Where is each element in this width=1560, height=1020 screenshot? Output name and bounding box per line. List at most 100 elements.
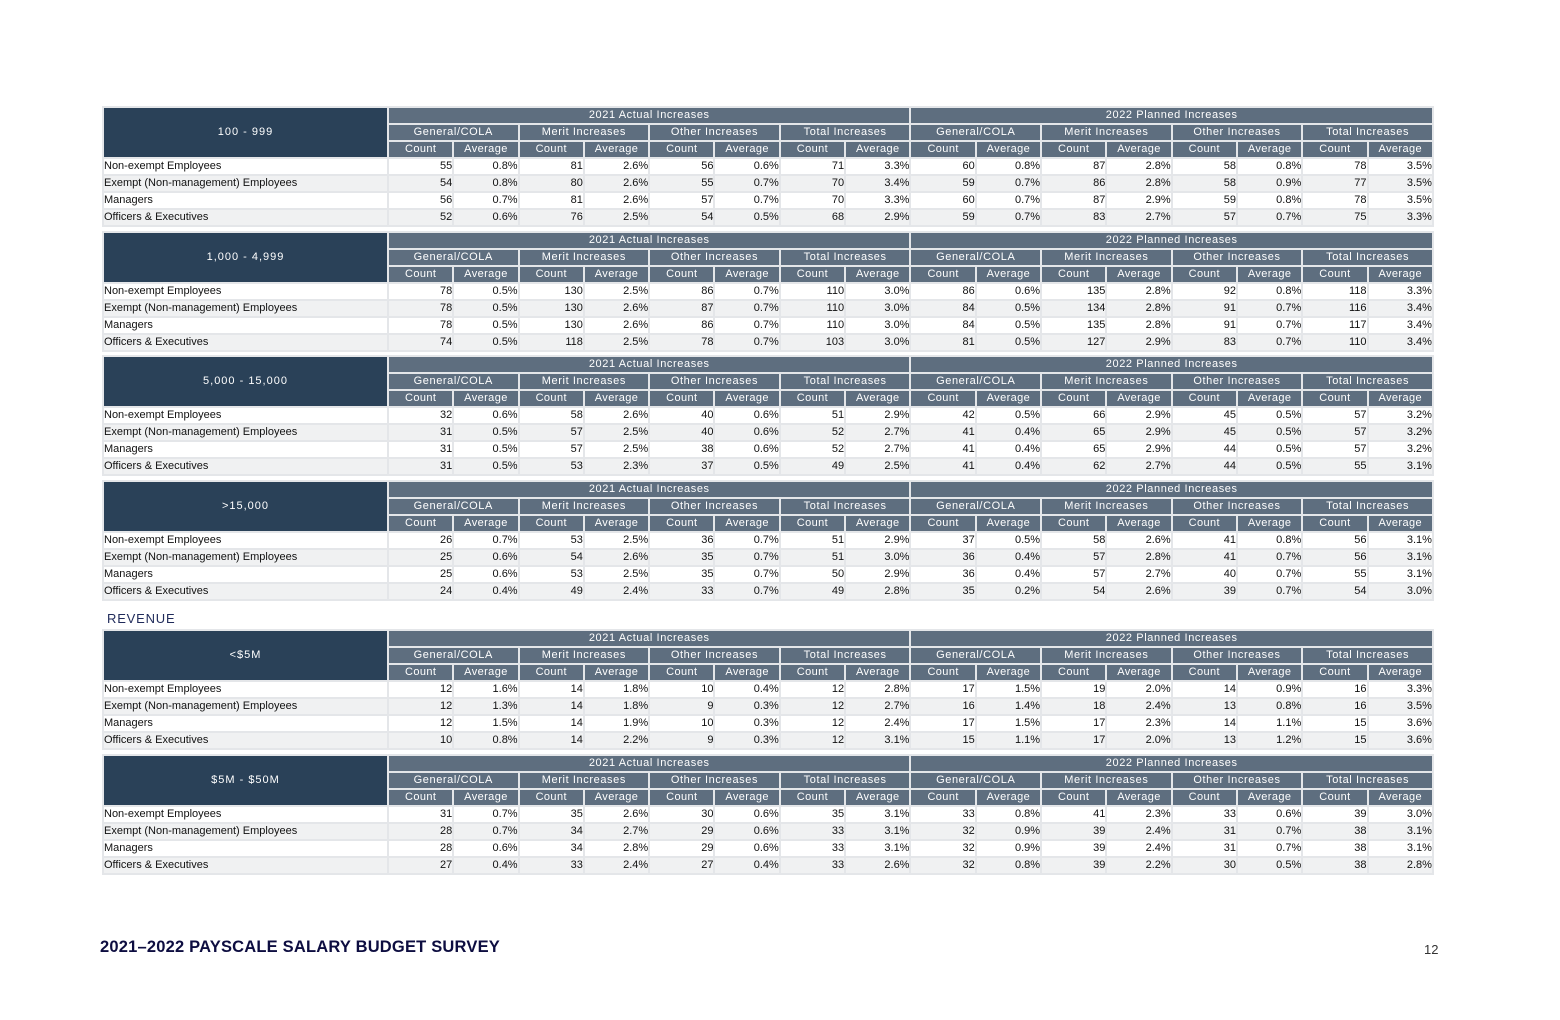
table-cell: 12 bbox=[778, 697, 847, 716]
table-cell: 51 bbox=[778, 548, 847, 567]
table-cell: 2.6% bbox=[582, 406, 651, 425]
table-cell: 41 bbox=[909, 440, 977, 459]
table-cell: 35 bbox=[909, 582, 977, 601]
table-cell: 10 bbox=[386, 731, 455, 750]
table-cell: 135 bbox=[1040, 282, 1108, 301]
table-cell: 130 bbox=[517, 299, 585, 318]
group-header: 2022 Planned Increases bbox=[909, 629, 1434, 648]
table-cell: 2.9% bbox=[1105, 191, 1173, 210]
table-cell: 1.8% bbox=[582, 680, 651, 699]
table-cell: 3.6% bbox=[1366, 714, 1434, 733]
page-number: 12 bbox=[1424, 942, 1439, 957]
table-cell: 2.7% bbox=[844, 423, 912, 442]
table-cell: 0.6% bbox=[713, 406, 781, 425]
table-cell: 0.7% bbox=[1235, 333, 1304, 352]
table-cell: 0.5% bbox=[1235, 440, 1304, 459]
measure-header: Average bbox=[844, 514, 912, 533]
category-header: Total Increases bbox=[1301, 771, 1434, 790]
table-cell: 59 bbox=[909, 174, 977, 193]
table-cell: 45 bbox=[1170, 423, 1238, 442]
measure-header: Count bbox=[386, 265, 455, 284]
table-cell: 65 bbox=[1040, 440, 1108, 459]
table-cell: 0.5% bbox=[452, 423, 520, 442]
measure-header: Average bbox=[844, 265, 912, 284]
table-cell: 28 bbox=[386, 822, 455, 841]
table-row: Non-exempt Employees 55 0.8% 81 2.6% 56 0.6% 71… bbox=[102, 157, 1434, 176]
table-cell: 0.7% bbox=[452, 822, 520, 841]
table-cell: 27 bbox=[386, 856, 455, 875]
row-label: Managers bbox=[102, 191, 389, 210]
table-cell: 0.7% bbox=[974, 208, 1043, 227]
measure-header: Count bbox=[1170, 663, 1238, 682]
table-cell: 59 bbox=[909, 208, 977, 227]
category-header: Total Increases bbox=[778, 372, 912, 391]
measure-header: Average bbox=[713, 514, 781, 533]
category-header: Other Increases bbox=[648, 646, 781, 665]
table-cell: 3.5% bbox=[1366, 174, 1434, 193]
table-cell: 12 bbox=[778, 714, 847, 733]
segment-label: 1,000 - 4,999 bbox=[102, 231, 389, 284]
table-cell: 0.9% bbox=[974, 822, 1043, 841]
table-cell: 14 bbox=[1170, 714, 1238, 733]
category-header: Total Increases bbox=[778, 771, 912, 790]
table-cell: 41 bbox=[909, 423, 977, 442]
measure-header: Count bbox=[517, 265, 585, 284]
header-row-groups: 1,000 - 4,999 2021 Actual Increases 2022 P… bbox=[102, 231, 1434, 284]
table-cell: 87 bbox=[648, 299, 716, 318]
table-row: Managers 25 0.6% 53 2.5% 35 0.7% 50 2.9% 36 0.4% 57… bbox=[102, 565, 1434, 584]
table-cell: 0.4% bbox=[974, 457, 1043, 476]
table-cell: 56 bbox=[386, 191, 455, 210]
table-cell: 14 bbox=[1170, 680, 1238, 699]
table-cell: 28 bbox=[386, 839, 455, 858]
table-cell: 57 bbox=[1040, 548, 1108, 567]
measure-header: Average bbox=[452, 663, 520, 682]
measure-header: Average bbox=[1235, 514, 1304, 533]
measure-header: Count bbox=[1040, 389, 1108, 408]
measure-header: Average bbox=[713, 788, 781, 807]
table-cell: 0.2% bbox=[974, 582, 1043, 601]
measure-header: Count bbox=[778, 265, 847, 284]
category-header: General/COLA bbox=[387, 123, 520, 142]
table-cell: 2.8% bbox=[1105, 282, 1173, 301]
segment-label: 100 - 999 bbox=[102, 106, 389, 159]
table-cell: 2.6% bbox=[844, 856, 912, 875]
table-cell: 3.0% bbox=[844, 316, 912, 335]
table-cell: 33 bbox=[1170, 805, 1238, 824]
table-cell: 0.7% bbox=[713, 299, 781, 318]
table-cell: 41 bbox=[1040, 805, 1108, 824]
table-cell: 0.5% bbox=[974, 316, 1043, 335]
table-cell: 32 bbox=[909, 856, 977, 875]
header-row-groups: 5,000 - 15,000 2021 Actual Increases 2022 … bbox=[102, 355, 1434, 408]
table-row: Officers & Executives 74 0.5% 118 2.5% 78 0.7%… bbox=[102, 333, 1434, 352]
table-cell: 116 bbox=[1301, 299, 1369, 318]
table-cell: 2.7% bbox=[844, 697, 912, 716]
table-row: Non-exempt Employees 12 1.6% 14 1.8% 10 0.4% 12… bbox=[102, 680, 1434, 699]
table-cell: 54 bbox=[386, 174, 455, 193]
table-cell: 33 bbox=[778, 822, 847, 841]
table-cell: 2.7% bbox=[844, 440, 912, 459]
table-cell: 0.9% bbox=[974, 839, 1043, 858]
table-cell: 40 bbox=[648, 406, 716, 425]
table-block: 100 - 999 2021 Actual Increases 2022 Plann… bbox=[102, 106, 1434, 227]
table-row: Managers 31 0.5% 57 2.5% 38 0.6% 52 2.7% 41 0.4% 65… bbox=[102, 440, 1434, 459]
table-cell: 0.3% bbox=[713, 697, 781, 716]
table-cell: 0.9% bbox=[1235, 174, 1304, 193]
table-cell: 60 bbox=[909, 157, 977, 176]
category-header: Total Increases bbox=[1301, 646, 1434, 665]
table-cell: 0.7% bbox=[452, 191, 520, 210]
table-cell: 32 bbox=[909, 839, 977, 858]
table-cell: 0.8% bbox=[1235, 191, 1304, 210]
table-cell: 0.7% bbox=[974, 191, 1043, 210]
table-cell: 0.7% bbox=[1235, 582, 1304, 601]
table-cell: 35 bbox=[648, 548, 716, 567]
table-cell: 44 bbox=[1170, 457, 1238, 476]
table-cell: 2.4% bbox=[1105, 697, 1173, 716]
table-cell: 2.2% bbox=[582, 731, 651, 750]
table-cell: 70 bbox=[778, 174, 847, 193]
table-cell: 2.0% bbox=[1105, 731, 1173, 750]
table-cell: 86 bbox=[909, 282, 977, 301]
group-header: 2022 Planned Increases bbox=[909, 231, 1434, 250]
table-cell: 2.7% bbox=[1105, 208, 1173, 227]
table-cell: 3.0% bbox=[844, 299, 912, 318]
category-header: General/COLA bbox=[387, 248, 520, 267]
